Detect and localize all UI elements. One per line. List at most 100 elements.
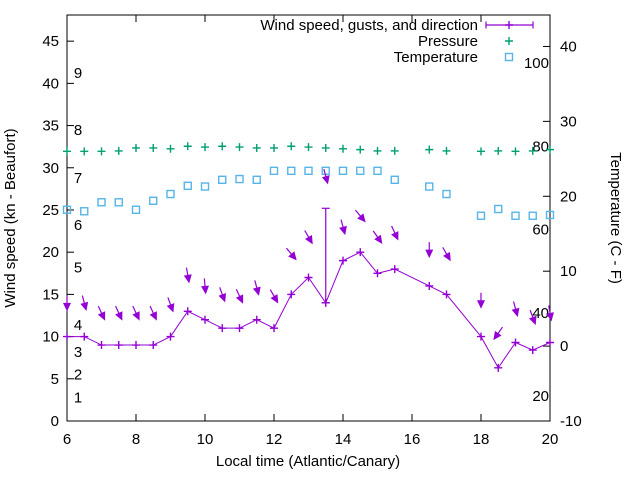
wind-arrow: [354, 209, 366, 223]
wind-arrow-head: [546, 312, 554, 322]
temperature-point: [149, 196, 158, 205]
wind-arrow: [372, 230, 383, 244]
wind-arrow: [252, 280, 261, 296]
y-axis-title-left: Wind speed (kn - Beaufort): [2, 128, 19, 307]
wind-line: [67, 251, 551, 369]
wind-arrow: [97, 305, 106, 321]
legend-pressure-sample: [505, 37, 513, 45]
pressure-point: [218, 142, 227, 151]
wind-arrow-head: [97, 311, 106, 321]
pressure-point: [356, 145, 365, 154]
y-left-tick-label: 0: [51, 413, 59, 430]
wind-point: [201, 315, 209, 324]
wind-arrow-head: [166, 303, 175, 313]
temperature-point: [304, 166, 313, 176]
pressure-point: [132, 143, 140, 152]
y-right-tick-label: 0: [560, 338, 568, 355]
pressure-point: [235, 143, 244, 152]
wind-arrow: [235, 289, 244, 304]
beaufort-label: 8: [74, 122, 82, 139]
legend-wind-sample-plus: [505, 21, 513, 29]
wind-arrow-head: [132, 311, 140, 321]
wind-point: [63, 332, 71, 341]
temperature-point: [338, 166, 348, 176]
x-tick-label: 16: [404, 431, 421, 448]
pressure-point: [477, 147, 485, 156]
legend: Wind speed, gusts, and direction Pressur…: [260, 17, 534, 66]
y-axis-title-right: Temperature (C - F): [607, 152, 624, 284]
wind-arrow-head: [115, 311, 123, 321]
wind-point: [132, 341, 140, 350]
x-tick-label: 20: [542, 431, 559, 448]
wind-arrow-head: [443, 251, 451, 262]
pressure-point: [80, 147, 89, 156]
fahrenheit-label: 20: [532, 388, 549, 405]
beaufort-label: 2: [74, 367, 82, 384]
wind-point: [339, 256, 347, 265]
wind-arrow: [132, 305, 140, 321]
y-left-tick-label: 30: [42, 160, 59, 177]
wind-point: [287, 290, 296, 299]
wind-arrow-head: [321, 175, 330, 185]
pressure-point: [546, 145, 554, 154]
gust-errorbar: [321, 207, 330, 304]
temperature-point: [390, 175, 399, 184]
pressure-point: [339, 144, 347, 153]
wind-arrow-head: [63, 302, 71, 312]
wind-arrow-head: [270, 294, 279, 304]
wind-arrow: [166, 297, 175, 313]
wind-arrow-head: [339, 225, 347, 236]
wind-point: [80, 332, 89, 341]
pressure-point: [373, 146, 382, 155]
legend-pressure-label: Pressure: [418, 33, 478, 50]
temperature-series: [62, 166, 555, 220]
wind-arrow: [321, 168, 330, 185]
temperature-point: [425, 182, 434, 191]
wind-arrow-head: [391, 231, 399, 241]
wind-point: [425, 281, 434, 290]
wind-arrow-head: [357, 213, 366, 223]
wind-arrow-head: [477, 300, 485, 309]
pressure-point: [149, 143, 158, 152]
temperature-point: [252, 175, 261, 184]
temperature-point: [545, 210, 555, 220]
beaufort-label: 1: [74, 389, 82, 406]
wind-arrow: [149, 305, 157, 321]
pressure-point: [63, 147, 71, 156]
wind-point: [546, 338, 554, 347]
wind-arrow: [269, 289, 279, 304]
y-left-tick-label: 15: [42, 286, 59, 303]
wind-point: [270, 324, 278, 333]
temperature-point: [442, 189, 451, 199]
temperature-point: [321, 166, 330, 176]
pressure-point: [252, 143, 261, 152]
temperature-point: [131, 205, 141, 214]
x-tick-label: 8: [132, 431, 140, 448]
pressure-point: [494, 146, 503, 155]
wind-arrow: [391, 225, 399, 241]
wind-arrow-head: [252, 286, 261, 296]
wind-arrow: [528, 309, 537, 326]
pressure-point: [287, 142, 296, 151]
pressure-point: [528, 146, 537, 155]
beaufort-label: 6: [74, 217, 82, 234]
pressure-point: [425, 145, 434, 154]
wind-point: [528, 346, 537, 355]
temperature-point: [114, 198, 123, 207]
wind-point: [97, 341, 106, 350]
wind-point: [218, 324, 227, 333]
beaufort-label: 7: [74, 170, 82, 187]
temperature-point: [528, 211, 537, 220]
y-left-tick-label: 45: [42, 33, 59, 50]
temperature-point: [269, 166, 279, 176]
wind-point: [235, 324, 244, 333]
y-left-tick-label: 20: [42, 244, 59, 261]
pressure-series: [63, 142, 554, 156]
wind-arrow: [425, 242, 434, 259]
beaufort-label: 9: [74, 65, 82, 82]
y-right-tick-label: 10: [560, 263, 577, 280]
pressure-point: [321, 143, 330, 152]
temperature-point: [218, 175, 227, 184]
wind-arrow: [339, 219, 347, 236]
